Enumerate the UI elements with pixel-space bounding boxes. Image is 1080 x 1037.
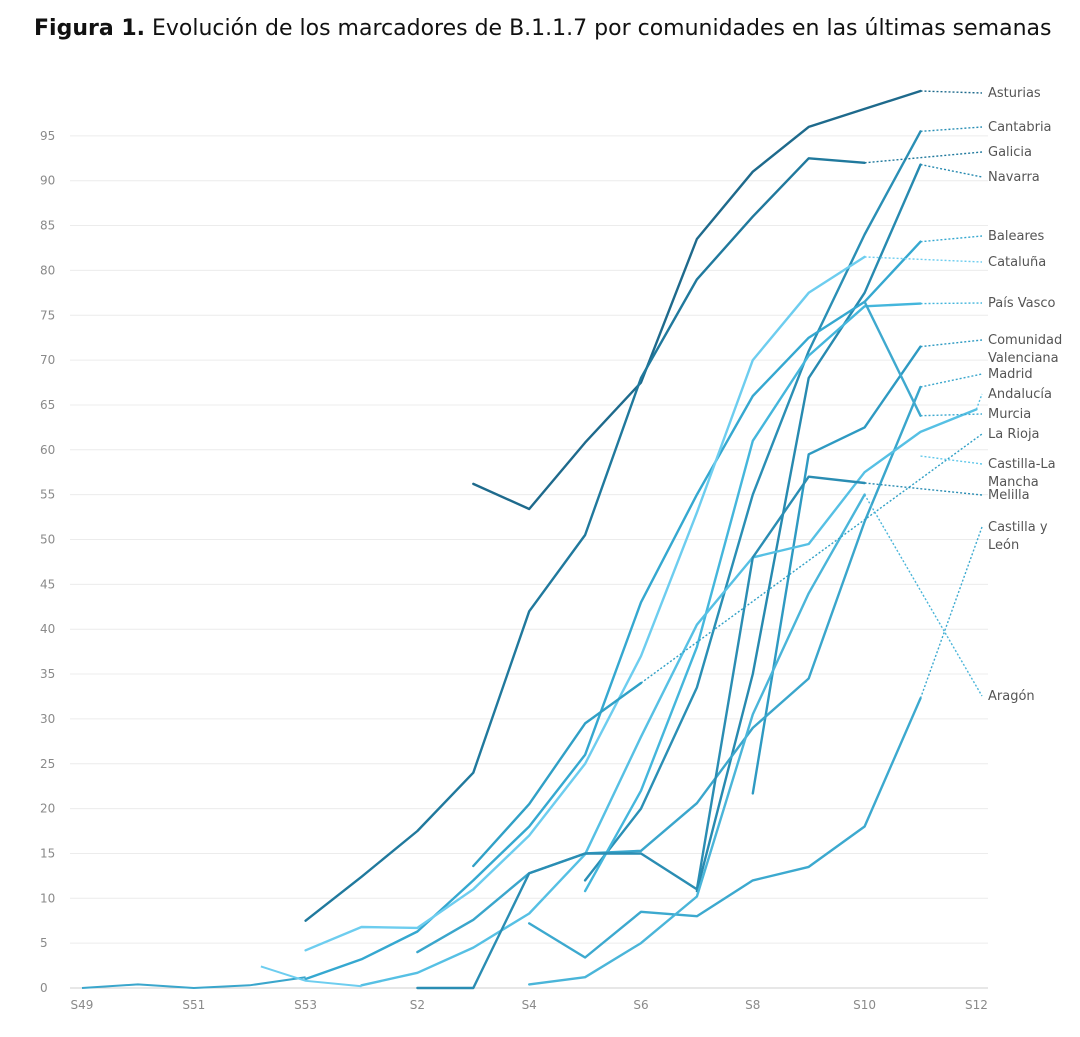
series-label: Murcia [988,407,1031,422]
y-tick-label: 85 [40,219,55,233]
series-label: Valenciana [988,351,1059,366]
leader-andaluc-a [975,393,983,410]
x-tick-label: S10 [853,998,876,1012]
series-label: Baleares [988,229,1045,244]
x-tick-label: S2 [410,998,425,1012]
series-line-cantabria [583,130,922,882]
series-line-castilla-y-le-n [528,697,922,959]
series-line-asturias [472,89,922,511]
leader-comunidad-valenciana [920,339,983,348]
series-label: País Vasco [988,296,1056,311]
leader-arag-n [863,494,983,697]
series-label: Melilla [988,488,1030,503]
series-label: Cantabria [988,120,1052,135]
series-label: León [988,538,1019,553]
series-line-catalu-a [304,255,866,952]
series-line-murcia [863,300,922,417]
series-label: Madrid [988,367,1033,382]
x-tick-label: S51 [182,998,205,1012]
y-tick-label: 5 [40,936,48,950]
leader-asturias [920,90,983,94]
series-label: Mancha [988,475,1039,490]
x-tick-label: S12 [965,998,988,1012]
y-tick-label: 65 [40,398,55,412]
y-tick-label: 40 [40,622,55,636]
series-line-arag-n [528,493,866,986]
series-line-navarra [695,163,922,893]
y-tick-label: 95 [40,129,55,143]
leader-murcia [920,413,983,417]
series-line-la-rioja [472,681,643,868]
leader-castilla-la-mancha [920,455,983,465]
series-labels: Asturias Cantabria Galicia Navarra Baleares C… [988,86,1062,704]
y-tick-label: 15 [40,846,55,860]
y-tick-label: 90 [40,174,55,188]
x-tick-label: S4 [522,998,537,1012]
series-line-melilla [416,475,866,990]
leader-baleares [920,235,983,243]
series-line-comunidad-valenciana [751,345,922,795]
figure-title: Figura 1. Evolución de los marcadores de… [34,16,1051,41]
series-line-pa-s-vasco [583,302,922,893]
series-label: Cataluña [988,255,1046,270]
series-line-baseline-2 [260,965,362,988]
series-label: Navarra [988,170,1040,185]
x-tick-label: S6 [633,998,648,1012]
series-label: Castilla-La [988,457,1056,472]
y-tick-label: 10 [40,891,55,905]
series-label: Asturias [988,86,1041,101]
y-tick-label: 0 [40,981,48,995]
series-label: Galicia [988,145,1032,160]
leader-galicia [864,151,983,164]
figure-caption: Evolución de los marcadores de B.1.1.7 p… [152,16,1052,41]
series-line-baseline [81,976,306,990]
y-tick-label: 45 [40,577,55,591]
leader-catalu-a [864,256,983,263]
leader-navarra [920,163,983,178]
series-line-madrid [416,385,922,954]
x-axis-ticks: S49 S51 S53 S2 S4 S6 S8 S10 S12 [71,998,988,1012]
series-label: Andalucía [988,387,1052,402]
series-lines [81,89,978,990]
x-tick-label: S53 [294,998,317,1012]
x-tick-label: S49 [71,998,94,1012]
series-label: Comunidad [988,333,1062,348]
leader-melilla [864,482,983,496]
leader-castilla-y-le-n [919,526,983,699]
y-tick-label: 70 [40,353,55,367]
y-tick-label: 30 [40,712,55,726]
series-line-galicia [304,157,866,922]
leader-pa-s-vasco [920,302,983,305]
series-line-baleares [304,240,922,981]
label-leader-lines [640,90,983,699]
y-tick-label: 20 [40,802,55,816]
y-tick-label: 50 [40,533,55,547]
leader-la-rioja [640,433,983,684]
y-tick-label: 60 [40,443,55,457]
series-label: Aragón [988,689,1035,704]
y-tick-label: 55 [40,488,55,502]
series-label: Castilla y [988,520,1048,535]
series-line-andaluc-a [360,408,978,987]
y-tick-label: 75 [40,308,55,322]
leader-cantabria [920,126,983,133]
leader-madrid [920,373,983,388]
x-tick-label: S8 [745,998,760,1012]
y-tick-label: 25 [40,757,55,771]
y-axis-ticks: 0 5 10 15 20 25 30 35 40 45 50 55 60 65 70 75 80 85 90 95 [40,129,55,995]
gridlines [70,135,988,989]
figure-number: Figura 1. [34,16,145,41]
y-tick-label: 80 [40,263,55,277]
y-tick-label: 35 [40,667,55,681]
series-label: La Rioja [988,427,1040,442]
